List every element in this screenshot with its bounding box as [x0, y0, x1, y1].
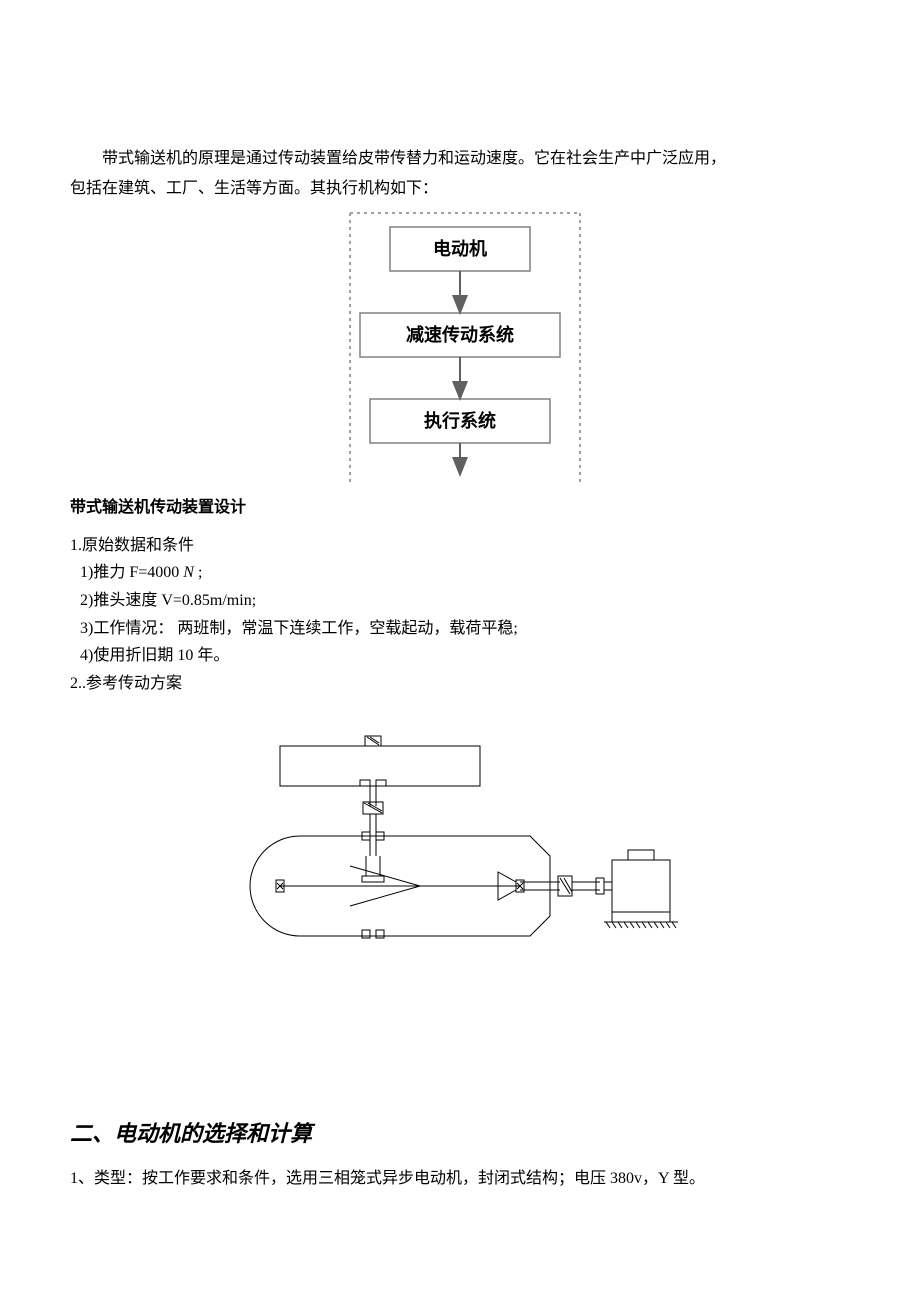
intro-line-2: 包括在建筑、工厂、生活等方面。其执行机构如下：: [70, 176, 850, 202]
flowchart-container: 电动机减速传动系统执行系统: [70, 205, 850, 485]
cond-1-suffix: ;: [194, 564, 202, 581]
conditions-block: 1.原始数据和条件 1)推力 F=4000 N ; 2)推头速度 V=0.85m…: [70, 533, 850, 697]
motor-type-line: 1、类型：按工作要求和条件，选用三相笼式异步电动机，封闭式结构；电压 380v，…: [70, 1166, 850, 1192]
cond-1-var: N: [183, 564, 194, 581]
flowchart-diagram: 电动机减速传动系统执行系统: [310, 205, 610, 485]
cond-4: 4)使用折旧期 10 年。: [70, 643, 850, 669]
cond-1: 1)推力 F=4000 N ;: [70, 560, 850, 586]
section-2-heading: 二、电动机的选择和计算: [70, 1116, 850, 1151]
cond-3: 3)工作情况： 两班制，常温下连续工作，空载起动，载荷平稳;: [70, 616, 850, 642]
section-subtitle: 带式输送机传动装置设计: [70, 495, 850, 521]
svg-text:减速传动系统: 减速传动系统: [406, 324, 514, 345]
transmission-scheme-drawing: [220, 726, 700, 956]
tech-drawing-container: [70, 726, 850, 956]
cond-2: 2)推头速度 V=0.85m/min;: [70, 588, 850, 614]
ref-title: 2..参考传动方案: [70, 671, 850, 697]
svg-text:执行系统: 执行系统: [424, 410, 496, 431]
cond-title: 1.原始数据和条件: [70, 533, 850, 559]
intro-line-1: 带式输送机的原理是通过传动装置给皮带传替力和运动速度。它在社会生产中广泛应用，: [70, 146, 850, 172]
cond-1-prefix: 1)推力 F=4000: [80, 564, 183, 581]
svg-text:电动机: 电动机: [433, 238, 487, 259]
